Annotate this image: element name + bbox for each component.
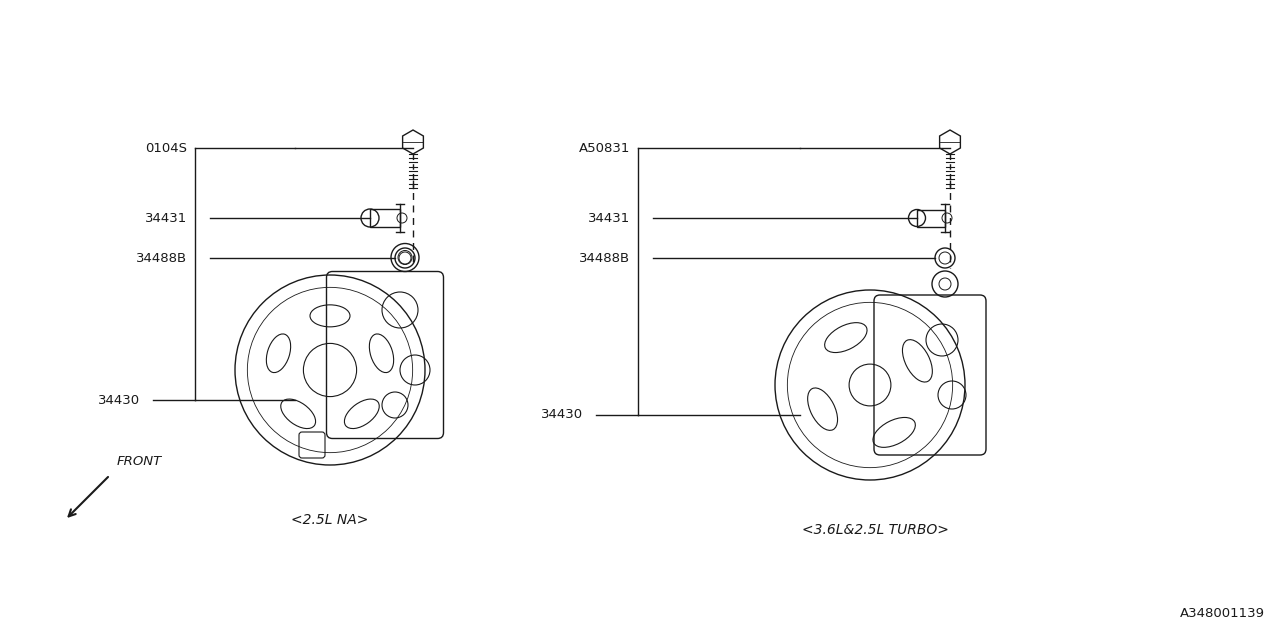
Text: 0104S: 0104S	[145, 141, 187, 154]
Text: 34488B: 34488B	[579, 252, 630, 264]
Text: <3.6L&2.5L TURBO>: <3.6L&2.5L TURBO>	[801, 523, 948, 537]
Text: 34430: 34430	[97, 394, 140, 406]
Text: 34488B: 34488B	[136, 252, 187, 264]
Text: A50831: A50831	[579, 141, 630, 154]
Text: 34430: 34430	[541, 408, 582, 422]
Text: 34431: 34431	[588, 211, 630, 225]
Text: A348001139: A348001139	[1180, 607, 1265, 620]
Text: <2.5L NA>: <2.5L NA>	[292, 513, 369, 527]
Text: FRONT: FRONT	[116, 455, 163, 468]
Text: 34431: 34431	[145, 211, 187, 225]
